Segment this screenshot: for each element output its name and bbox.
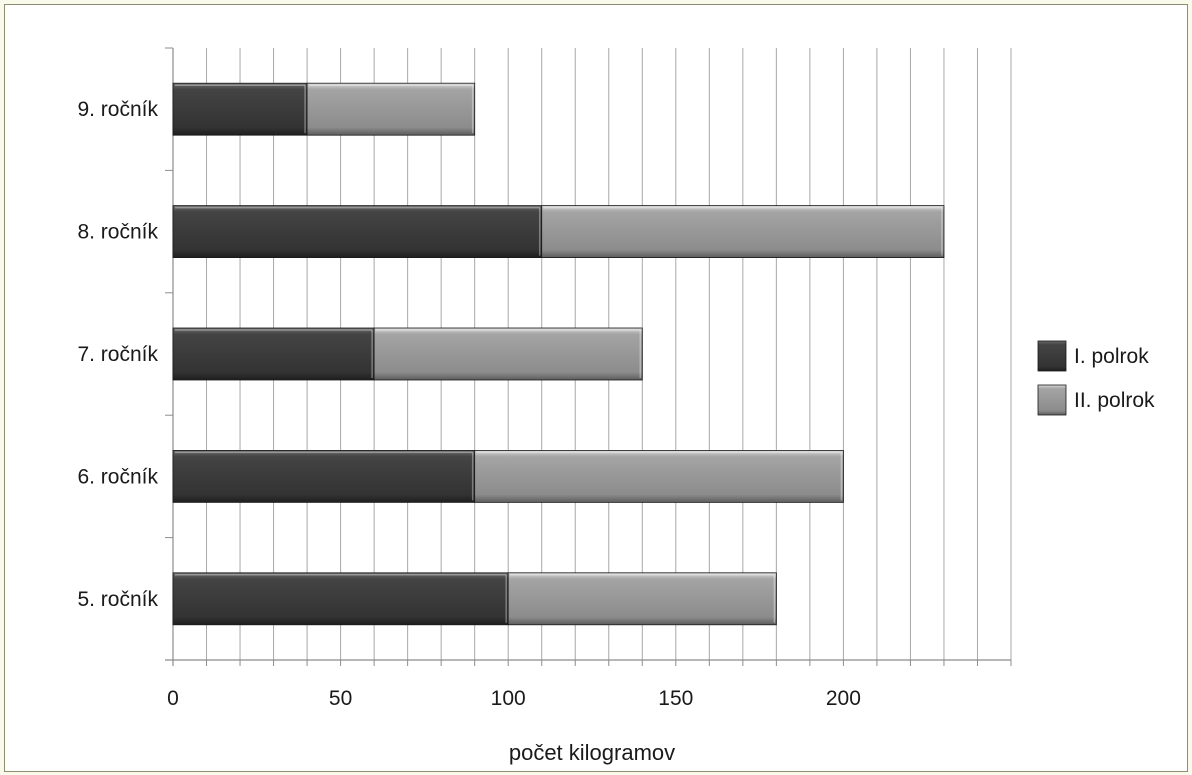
legend-swatch (1037, 340, 1067, 372)
bar-ii-polrok (541, 205, 945, 259)
bar-ii-polrok (474, 449, 844, 503)
x-tick-label: 150 (658, 687, 693, 710)
legend-swatch (1037, 384, 1067, 416)
bar-i-polrok (172, 205, 543, 259)
axis-labels: počet kilogramov 0 50 100 150 200 5. ročník 6.… (77, 98, 860, 765)
legend-label: II. polrok (1074, 389, 1155, 412)
bar-i-polrok (172, 327, 375, 381)
x-axis-title: počet kilogramov (509, 740, 675, 765)
bar-ii-polrok (306, 82, 476, 136)
bar-i-polrok (172, 572, 509, 626)
legend: I. polrok II. polrok (1037, 340, 1155, 416)
bar-i-polrok (172, 82, 308, 136)
bars (172, 82, 945, 626)
y-category-label: 5. ročník (77, 588, 158, 611)
x-tick-label: 100 (491, 687, 526, 710)
y-category-label: 9. ročník (77, 98, 158, 121)
y-category-label: 6. ročník (77, 465, 158, 488)
bar-ii-polrok (373, 327, 643, 381)
bar-ii-polrok (507, 572, 777, 626)
y-category-label: 7. ročník (77, 343, 158, 366)
bar-i-polrok (172, 449, 476, 503)
x-tick-label: 200 (826, 687, 861, 710)
y-category-label: 8. ročník (77, 221, 158, 244)
x-tick-label: 50 (329, 687, 352, 710)
legend-label: I. polrok (1074, 345, 1149, 368)
x-tick-label: 0 (167, 687, 179, 710)
